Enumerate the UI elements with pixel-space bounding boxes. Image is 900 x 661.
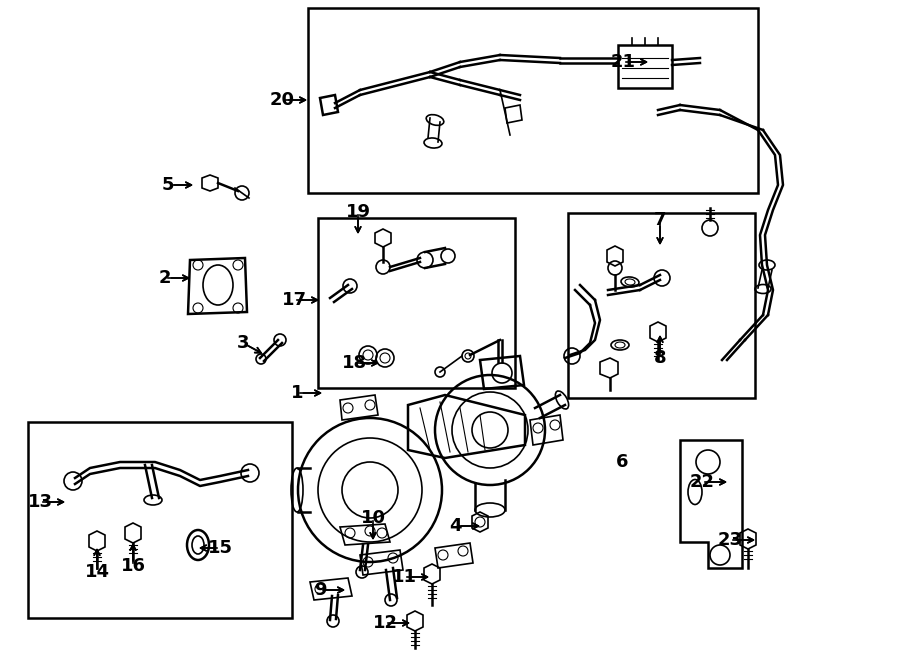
Text: 5: 5 (162, 176, 175, 194)
Text: 14: 14 (85, 563, 110, 581)
Text: 4: 4 (449, 517, 461, 535)
Text: 10: 10 (361, 509, 385, 527)
Text: 23: 23 (717, 531, 742, 549)
Text: 17: 17 (282, 291, 307, 309)
Text: 22: 22 (689, 473, 715, 491)
Text: 1: 1 (291, 384, 303, 402)
Text: 12: 12 (373, 614, 398, 632)
Text: 19: 19 (346, 203, 371, 221)
Text: 13: 13 (28, 493, 52, 511)
Text: 9: 9 (314, 581, 326, 599)
Text: 6: 6 (616, 453, 628, 471)
Text: 16: 16 (121, 557, 146, 575)
Text: 7: 7 (653, 211, 666, 229)
Text: 3: 3 (237, 334, 249, 352)
Text: 2: 2 (158, 269, 171, 287)
Text: 21: 21 (610, 53, 635, 71)
Text: 11: 11 (392, 568, 417, 586)
Text: 18: 18 (341, 354, 366, 372)
Text: 20: 20 (269, 91, 294, 109)
Text: 15: 15 (208, 539, 232, 557)
Text: 8: 8 (653, 349, 666, 367)
